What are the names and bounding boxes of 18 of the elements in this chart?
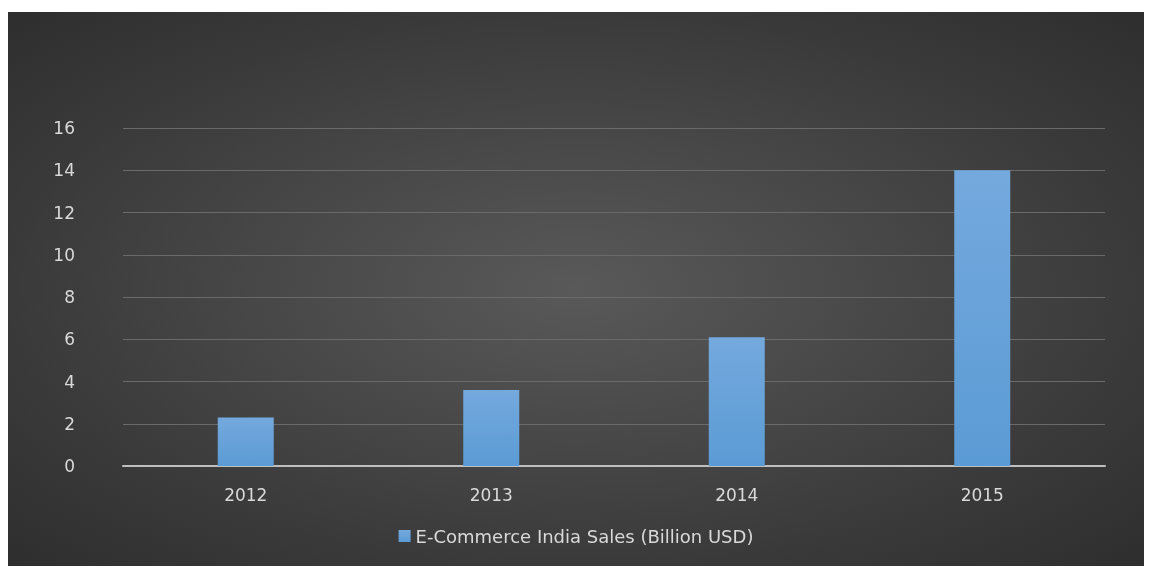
y-tick-label: 6 bbox=[64, 329, 75, 350]
y-tick-label: 16 bbox=[53, 118, 75, 138]
y-tick-label: 10 bbox=[53, 244, 75, 265]
bar bbox=[954, 170, 1011, 466]
x-tick-label: 2013 bbox=[469, 484, 513, 505]
bar bbox=[708, 337, 765, 466]
y-tick-label: 14 bbox=[53, 160, 75, 181]
y-tick-label: 2 bbox=[64, 413, 75, 434]
x-tick-label: 2015 bbox=[960, 484, 1004, 505]
y-tick-label: 12 bbox=[53, 202, 75, 223]
legend-label: E-Commerce India Sales (Billion USD) bbox=[415, 525, 754, 547]
bar bbox=[463, 389, 520, 466]
y-tick-label: 0 bbox=[64, 456, 75, 476]
y-tick-label: 8 bbox=[64, 287, 75, 307]
x-tick-label: 2014 bbox=[715, 484, 759, 505]
x-tick-label: 2012 bbox=[224, 484, 268, 505]
bar bbox=[217, 417, 274, 466]
y-tick-label: 4 bbox=[64, 371, 75, 392]
